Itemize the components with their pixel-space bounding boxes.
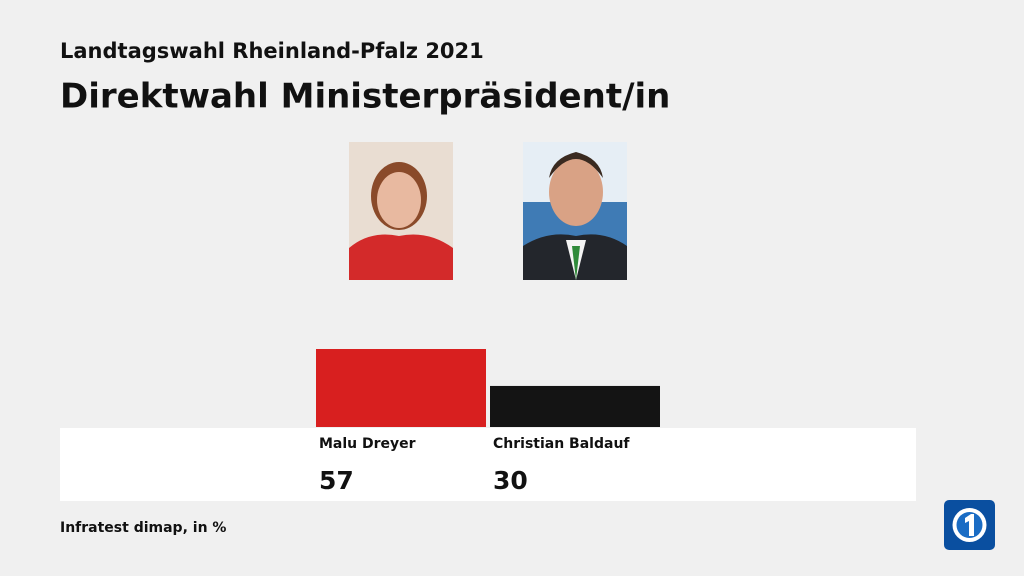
label-strip [60, 428, 916, 501]
logo [944, 500, 995, 550]
chart-supertitle: Landtagswahl Rheinland-Pfalz 2021 [60, 39, 484, 63]
bar [490, 385, 660, 427]
value-label: 30 [493, 466, 528, 495]
source-note: Infratest dimap, in % [60, 520, 226, 536]
portrait [349, 142, 453, 280]
bar [316, 349, 486, 427]
value-label: 57 [319, 466, 354, 495]
portrait [523, 142, 627, 280]
category-label: Malu Dreyer [319, 436, 416, 452]
chart-title: Direktwahl Ministerpräsident/in [60, 77, 670, 117]
category-label: Christian Baldauf [493, 436, 630, 452]
